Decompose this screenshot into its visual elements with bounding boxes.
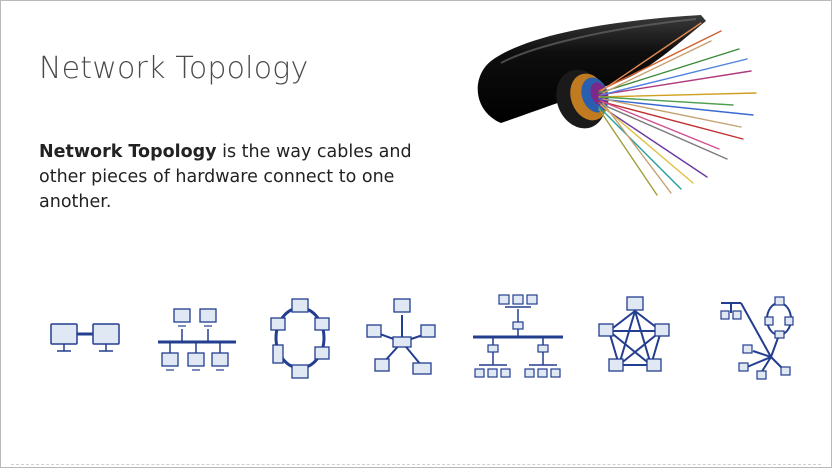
hybrid-topology-icon [717,287,801,387]
slide-title: Network Topology [39,51,309,86]
description-text: is the way cables and other pieces of ha… [39,142,412,212]
description-bold-term: Network Topology [39,142,217,162]
point-to-point-topology-icon [46,287,126,387]
bus-topology-icon [156,287,238,387]
tree-topology-icon [471,287,567,387]
fiber-optic-cable-image [477,15,757,196]
slide-bottom-edge [11,464,821,465]
mesh-topology-icon [597,287,673,387]
slide-description: Network Topology is the way cables and o… [39,140,439,215]
star-topology-icon [365,287,441,387]
ring-topology-icon [267,287,335,387]
